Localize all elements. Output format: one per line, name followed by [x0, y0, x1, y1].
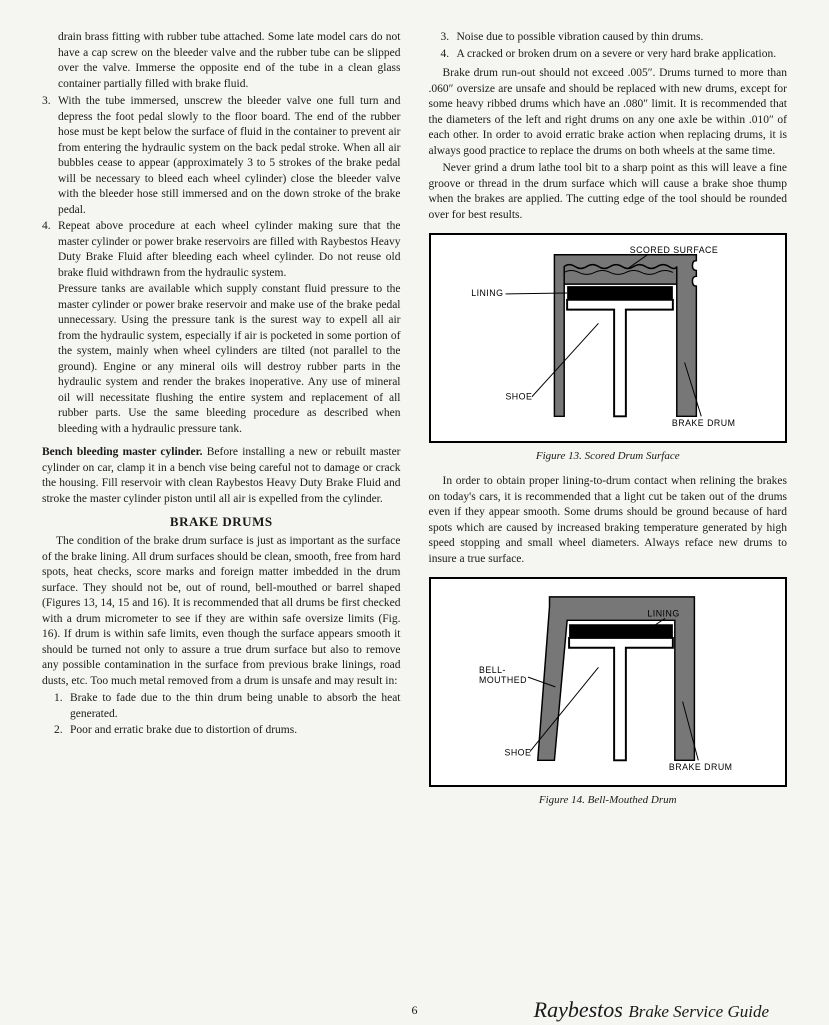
grind-paragraph: Never grind a drum lathe tool bit to a s… — [429, 161, 788, 223]
item-text: Brake to fade due to the thin drum being… — [70, 691, 401, 722]
list-item: 3. Noise due to possible vibration cause… — [441, 30, 788, 46]
procedure-list: 3. With the tube immersed, unscrew the b… — [42, 94, 401, 281]
brand-subtitle: Brake Service Guide — [628, 1002, 769, 1021]
list-item: 1. Brake to fade due to the thin drum be… — [54, 691, 401, 722]
inline-heading: Bench bleeding master cylinder. — [42, 446, 203, 458]
item-number: 4. — [42, 219, 58, 281]
results-list-cont: 3. Noise due to possible vibration cause… — [429, 30, 788, 62]
two-column-layout: drain brass fitting with rubber tube att… — [42, 30, 787, 818]
label-shoe: SHOE — [505, 392, 532, 402]
item-text: With the tube immersed, unscrew the blee… — [58, 94, 401, 218]
figure-13-caption: Figure 13. Scored Drum Surface — [429, 449, 788, 464]
section-heading: BRAKE DRUMS — [42, 513, 401, 531]
figure-14: LINING BELL-MOUTHED SHOE BRAKE DRUM — [429, 577, 788, 787]
item-text: A cracked or broken drum on a severe or … — [457, 47, 788, 63]
lining-contact-paragraph: In order to obtain proper lining-to-drum… — [429, 474, 788, 567]
item-number: 3. — [42, 94, 58, 218]
left-column: drain brass fitting with rubber tube att… — [42, 30, 401, 818]
item-number: 3. — [441, 30, 457, 46]
label-bell: BELL-MOUTHED — [479, 665, 527, 685]
figure-14-caption: Figure 14. Bell-Mouthed Drum — [429, 793, 788, 808]
label-drum: BRAKE DRUM — [668, 762, 732, 772]
list-item: 2. Poor and erratic brake due to distort… — [54, 723, 401, 739]
brand-name: Raybestos — [534, 997, 623, 1022]
right-column: 3. Noise due to possible vibration cause… — [429, 30, 788, 818]
item-continuation: Pressure tanks are available which suppl… — [42, 282, 401, 437]
label-shoe: SHOE — [504, 748, 531, 758]
item-text: Poor and erratic brake due to distortion… — [70, 723, 401, 739]
results-list: 1. Brake to fade due to the thin drum be… — [42, 691, 401, 739]
brake-drums-intro: The condition of the brake drum surface … — [42, 534, 401, 689]
figure-14-svg: LINING BELL-MOUTHED SHOE BRAKE DRUM — [441, 589, 776, 775]
page-number: 6 — [412, 1002, 418, 1018]
item-text: Repeat above procedure at each wheel cyl… — [58, 219, 401, 281]
label-drum: BRAKE DRUM — [671, 418, 735, 428]
list-item: 4. Repeat above procedure at each wheel … — [42, 219, 401, 281]
item-text: Noise due to possible vibration caused b… — [457, 30, 788, 46]
label-lining: LINING — [471, 288, 503, 298]
bench-bleeding-paragraph: Bench bleeding master cylinder. Before i… — [42, 445, 401, 507]
list-item: 4. A cracked or broken drum on a severe … — [441, 47, 788, 63]
list-item: 3. With the tube immersed, unscrew the b… — [42, 94, 401, 218]
item-number: 4. — [441, 47, 457, 63]
item-number: 1. — [54, 691, 70, 722]
brand-footer: Raybestos Brake Service Guide — [534, 995, 769, 1025]
figure-13-svg: SCORED SURFACE LINING SHOE BRAKE DRUM — [441, 245, 776, 431]
item-number: 2. — [54, 723, 70, 739]
figure-13: SCORED SURFACE LINING SHOE BRAKE DRUM — [429, 233, 788, 443]
label-scored: SCORED SURFACE — [629, 245, 717, 255]
label-lining: LINING — [647, 609, 679, 619]
runout-paragraph: Brake drum run-out should not exceed .00… — [429, 66, 788, 159]
list-item-continuation: drain brass fitting with rubber tube att… — [42, 30, 401, 92]
